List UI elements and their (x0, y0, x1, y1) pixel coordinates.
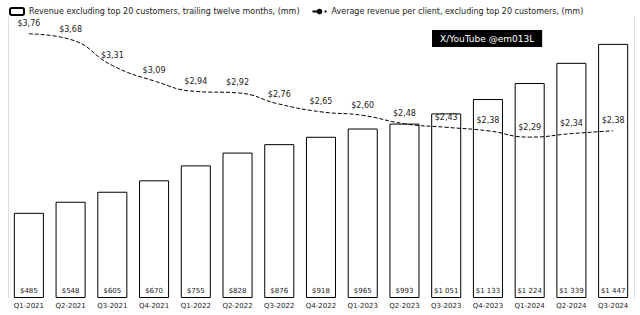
svg-text:$828: $828 (229, 287, 247, 295)
svg-text:$2,92: $2,92 (226, 78, 249, 87)
svg-text:$2,94: $2,94 (184, 77, 207, 86)
svg-text:$605: $605 (103, 287, 121, 295)
svg-text:X/YouTube @em013L: X/YouTube @em013L (440, 34, 534, 44)
svg-text:$1 051: $1 051 (434, 287, 459, 295)
svg-text:$3,31: $3,31 (101, 51, 124, 60)
svg-text:$2,76: $2,76 (268, 90, 291, 99)
svg-text:$2,60: $2,60 (351, 101, 374, 110)
svg-text:Q1-2024: Q1-2024 (515, 302, 546, 310)
svg-text:$485: $485 (20, 287, 38, 295)
svg-text:Q2-2022: Q2-2022 (222, 302, 252, 310)
svg-text:Q4-2022: Q4-2022 (306, 302, 336, 310)
svg-text:Q3-2023: Q3-2023 (431, 302, 461, 310)
svg-text:$2,43: $2,43 (435, 113, 458, 122)
svg-text:$548: $548 (62, 287, 80, 295)
svg-text:Revenue excluding top 20 custo: Revenue excluding top 20 customers, trai… (29, 7, 300, 16)
svg-text:$755: $755 (187, 287, 205, 295)
svg-text:Q4-2023: Q4-2023 (473, 302, 503, 310)
svg-text:$1 447: $1 447 (601, 287, 626, 295)
svg-text:Q4-2021: Q4-2021 (139, 302, 169, 310)
svg-text:$3,09: $3,09 (143, 66, 166, 75)
svg-text:Q3-2024: Q3-2024 (598, 302, 629, 310)
svg-text:$2,48: $2,48 (393, 109, 416, 118)
svg-text:Q3-2021: Q3-2021 (97, 302, 127, 310)
svg-text:$1 339: $1 339 (559, 287, 584, 295)
svg-text:$918: $918 (312, 287, 330, 295)
svg-text:Q2-2021: Q2-2021 (55, 302, 85, 310)
svg-text:Q2-2023: Q2-2023 (389, 302, 419, 310)
svg-text:$1 224: $1 224 (517, 287, 542, 295)
svg-text:$1 133: $1 133 (476, 287, 501, 295)
svg-text:$965: $965 (354, 287, 372, 295)
svg-text:$993: $993 (396, 287, 414, 295)
svg-text:$2,38: $2,38 (602, 116, 625, 125)
svg-text:Q1-2022: Q1-2022 (181, 302, 211, 310)
svg-text:Q1-2021: Q1-2021 (14, 302, 44, 310)
svg-text:$3,76: $3,76 (17, 19, 40, 28)
svg-text:$670: $670 (145, 287, 163, 295)
svg-text:$876: $876 (270, 287, 288, 295)
svg-text:$2,65: $2,65 (310, 97, 333, 106)
svg-text:$3,68: $3,68 (59, 25, 82, 34)
svg-text:Average revenue per client, ex: Average revenue per client, excluding to… (332, 7, 584, 16)
svg-text:$2,29: $2,29 (518, 123, 541, 132)
svg-text:Q1-2023: Q1-2023 (348, 302, 378, 310)
svg-text:Q3-2022: Q3-2022 (264, 302, 294, 310)
svg-text:Q2-2024: Q2-2024 (556, 302, 587, 310)
svg-text:$2,34: $2,34 (560, 119, 583, 128)
svg-text:$2,38: $2,38 (476, 116, 499, 125)
